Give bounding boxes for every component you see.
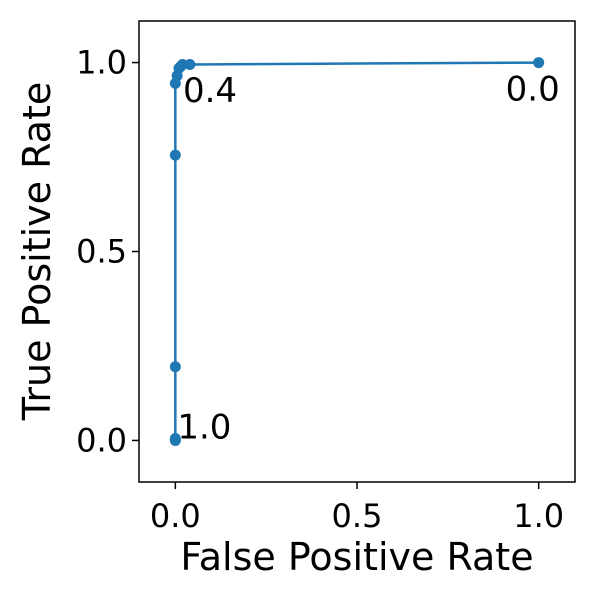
x-axis-title: False Positive Rate	[180, 535, 533, 579]
roc-point	[184, 58, 196, 70]
threshold-label: 0.0	[506, 70, 560, 110]
x-tick-label: 0.0	[150, 497, 201, 535]
threshold-label: 1.0	[177, 407, 231, 447]
y-tick-label: 1.0	[76, 44, 127, 82]
roc-point	[169, 361, 181, 373]
y-tick-label: 0.5	[76, 233, 127, 271]
threshold-label: 0.4	[183, 71, 237, 111]
roc-point	[169, 433, 181, 445]
y-axis-title: True Positive Rate	[15, 82, 59, 422]
plot-area	[138, 20, 576, 483]
roc-point	[169, 149, 181, 161]
y-tick-label: 0.0	[76, 421, 127, 459]
roc-point	[533, 57, 545, 69]
x-tick-label: 1.0	[513, 497, 564, 535]
x-tick-label: 0.5	[332, 497, 383, 535]
